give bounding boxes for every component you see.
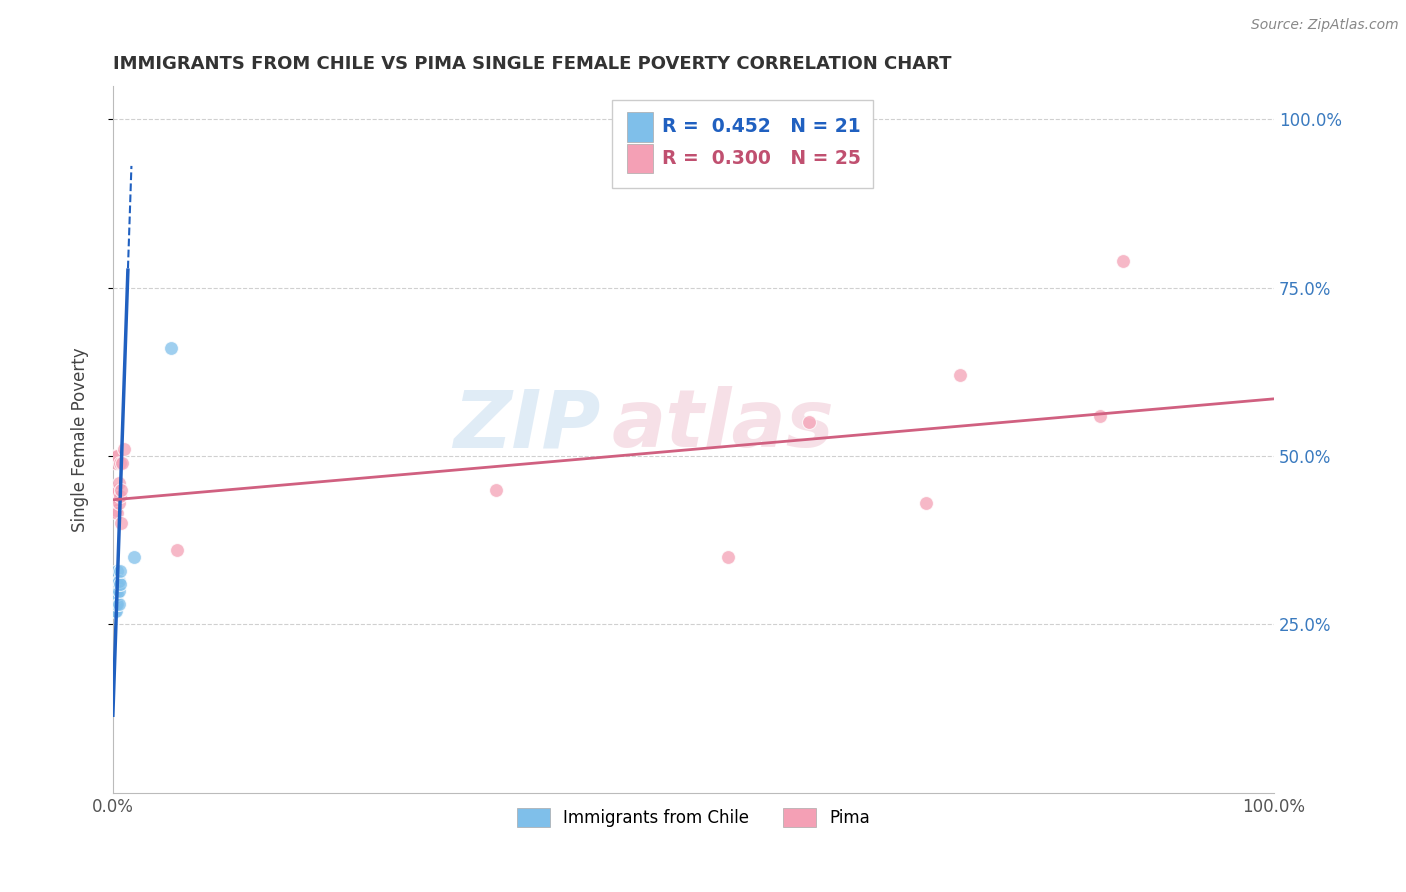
Point	[107, 449, 129, 463]
Point	[104, 496, 127, 510]
Point	[105, 577, 128, 591]
Text: Source: ZipAtlas.com: Source: ZipAtlas.com	[1251, 18, 1399, 32]
Point	[110, 516, 132, 531]
Point	[105, 591, 128, 605]
Point	[107, 597, 129, 611]
Point	[103, 583, 125, 598]
Text: IMMIGRANTS FROM CHILE VS PIMA SINGLE FEMALE POVERTY CORRELATION CHART: IMMIGRANTS FROM CHILE VS PIMA SINGLE FEM…	[112, 55, 952, 73]
Bar	[627, 144, 652, 173]
Point	[103, 490, 125, 504]
Point	[914, 496, 936, 510]
Point	[107, 583, 129, 598]
Point	[107, 475, 129, 490]
Point	[108, 564, 131, 578]
Point	[104, 587, 127, 601]
Y-axis label: Single Female Poverty: Single Female Poverty	[72, 347, 89, 532]
Legend: Immigrants from Chile, Pima: Immigrants from Chile, Pima	[510, 801, 877, 834]
Point	[104, 449, 127, 463]
Bar	[627, 112, 652, 142]
Point	[111, 456, 134, 470]
Point	[107, 483, 129, 497]
Point	[107, 577, 129, 591]
Point	[799, 416, 821, 430]
Point	[108, 456, 131, 470]
Point	[108, 490, 131, 504]
Point	[114, 442, 136, 457]
Point	[107, 506, 129, 520]
Point	[110, 483, 132, 497]
Point	[105, 503, 128, 517]
Point	[105, 597, 128, 611]
Point	[107, 496, 129, 510]
Point	[104, 604, 127, 618]
Point	[105, 456, 128, 470]
Point	[103, 594, 125, 608]
Point	[107, 587, 129, 601]
Point	[104, 594, 127, 608]
Point	[105, 604, 128, 618]
Text: atlas: atlas	[612, 386, 835, 464]
Point	[160, 342, 183, 356]
Point	[107, 564, 129, 578]
Point	[108, 577, 131, 591]
Point	[105, 486, 128, 500]
Point	[485, 483, 508, 497]
Point	[1112, 253, 1135, 268]
Point	[949, 368, 972, 383]
Point	[105, 583, 128, 598]
Point	[166, 543, 188, 558]
Text: R =  0.300   N = 25: R = 0.300 N = 25	[662, 149, 860, 168]
Text: ZIP: ZIP	[453, 386, 600, 464]
Point	[107, 597, 129, 611]
Point	[1088, 409, 1111, 423]
FancyBboxPatch shape	[612, 100, 873, 188]
Text: R =  0.452   N = 21: R = 0.452 N = 21	[662, 118, 860, 136]
Point	[122, 549, 145, 564]
Point	[717, 549, 740, 564]
Point	[107, 574, 129, 588]
